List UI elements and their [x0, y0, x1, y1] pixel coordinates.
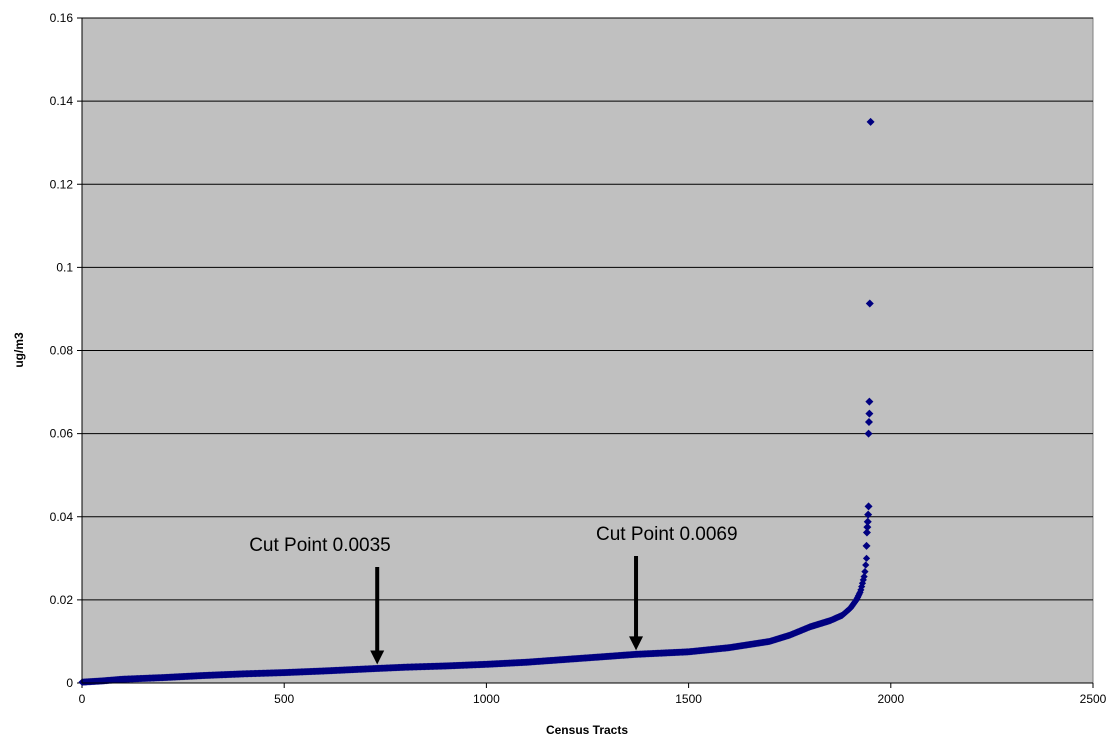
y-tick-labels: 0 0.02 0.04 0.06 0.08 0.1 0.12 0.14 0.16	[50, 11, 74, 690]
x-tick-label: 0	[79, 692, 86, 706]
y-tick-label: 0	[66, 676, 73, 690]
y-tick-label: 0.1	[56, 260, 73, 274]
x-tick-labels: 0 500 1000 1500 2000 2500	[79, 692, 1107, 706]
y-tick-label: 0.14	[50, 94, 74, 108]
x-tick-label: 1500	[675, 692, 702, 706]
y-tick-label: 0.16	[50, 11, 74, 25]
x-tick-label: 1000	[473, 692, 500, 706]
y-tick-label: 0.02	[50, 593, 74, 607]
x-axis-title: Census Tracts	[546, 723, 628, 737]
y-tick-label: 0.12	[50, 177, 74, 191]
x-tick-label: 2500	[1080, 692, 1107, 706]
x-tick-label: 500	[274, 692, 294, 706]
annotation-label: Cut Point 0.0069	[596, 524, 738, 545]
y-tick-label: 0.08	[50, 344, 74, 358]
annotation-label: Cut Point 0.0035	[249, 535, 391, 556]
y-tick-label: 0.04	[50, 510, 74, 524]
y-axis-title: ug/m3	[12, 332, 26, 368]
y-tick-label: 0.06	[50, 427, 74, 441]
x-tick-label: 2000	[877, 692, 904, 706]
